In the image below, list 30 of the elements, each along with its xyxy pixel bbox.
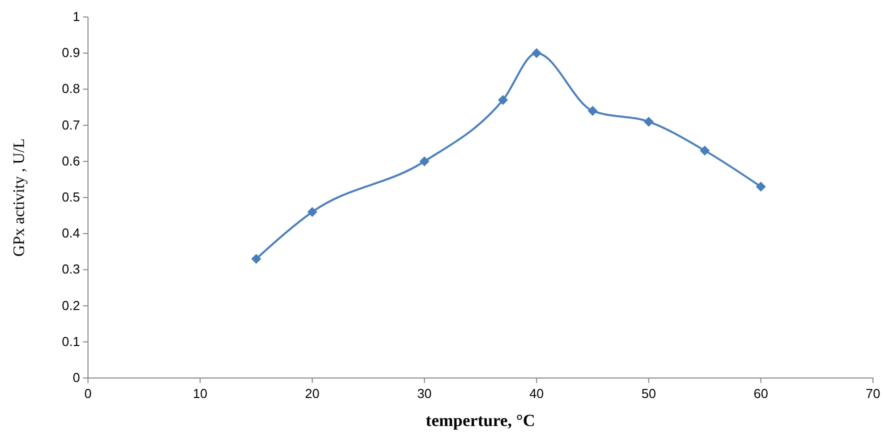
y-tick-label: 0.6 [62,153,80,168]
point [419,156,430,166]
y-tick-label: 0.1 [62,334,80,349]
x-tick-label: 70 [866,386,880,401]
x-tick-label: 30 [417,386,432,401]
y-tick-label: 0.3 [62,262,80,277]
x-tick-label: 40 [529,386,544,401]
point [588,106,598,116]
y-tick-label: 0.5 [62,190,80,204]
x-tick-label: 50 [641,386,656,401]
y-tick-label: 0.4 [62,226,80,241]
y-tick-label: 0.8 [62,81,80,96]
point [307,206,318,217]
point [644,116,654,127]
x-tick-label: 10 [192,386,208,401]
x-tick-label: 20 [305,386,320,401]
x-tick-label: 0 [84,386,92,401]
y-tick-label: 0.9 [62,45,80,60]
point [700,146,710,156]
y-tick-label: 0.2 [62,298,80,313]
x-axis-title: temperture, °C [426,411,536,430]
y-axis-title: GPx activity , U/L [11,138,28,257]
point [498,95,508,106]
y-tick-label: 0.7 [62,117,80,132]
point [251,254,262,264]
y-tick-label: 0 [72,370,80,385]
y-tick-label: 1 [72,9,80,24]
point [532,48,542,58]
point [756,182,766,192]
x-tick-label: 60 [754,386,768,401]
